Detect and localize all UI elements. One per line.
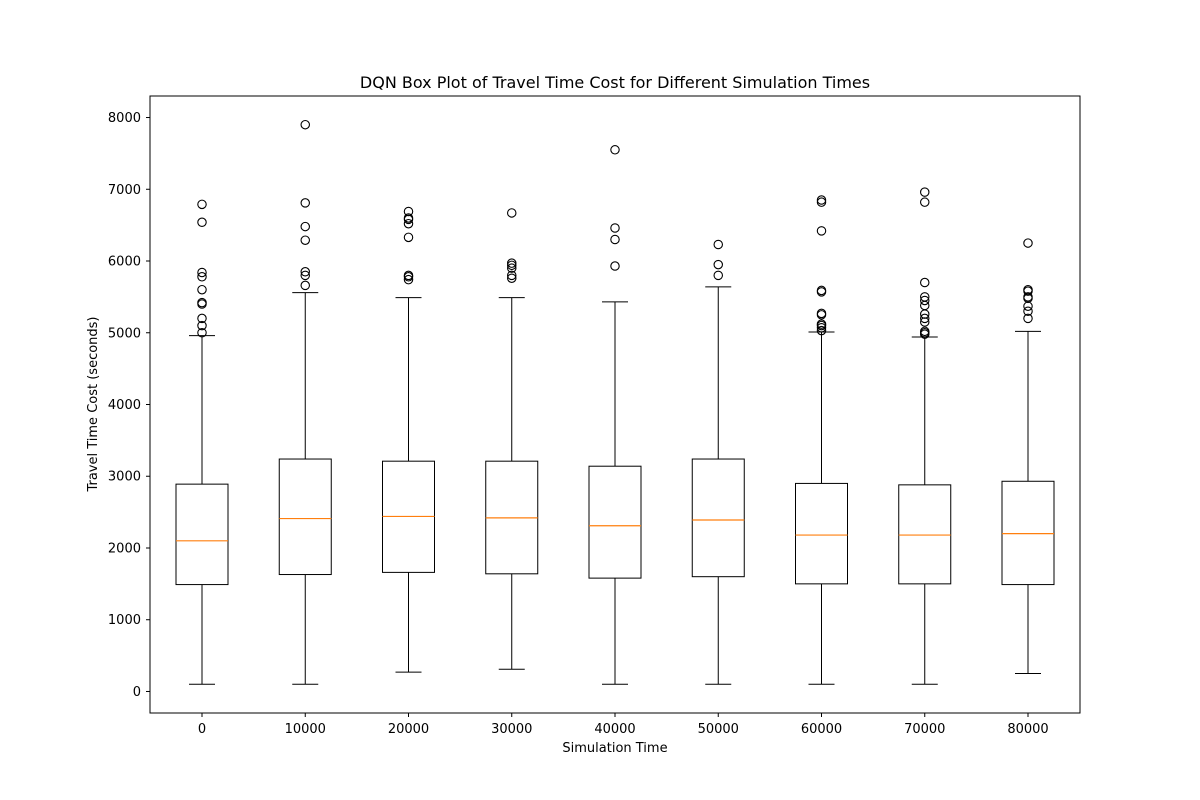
outlier-point: [197, 199, 207, 210]
outlier-point: [1023, 313, 1033, 324]
outlier-point: [300, 221, 310, 232]
outlier-point: [1023, 306, 1033, 316]
outlier-point: [197, 320, 207, 331]
outlier-point: [506, 258, 517, 268]
outlier-point: [403, 218, 414, 229]
y-tick-label: 0: [133, 685, 141, 700]
outlier-point: [919, 295, 930, 306]
outlier-point: [713, 270, 723, 281]
x-tick-label: 60000: [801, 722, 842, 737]
outlier-point: [1023, 238, 1033, 248]
chart-title: DQN Box Plot of Travel Time Cost for Dif…: [360, 73, 870, 92]
x-axis-title: Simulation Time: [562, 741, 667, 756]
iqr-box: [898, 484, 952, 585]
outlier-point: [610, 223, 620, 233]
x-tick-label: 20000: [388, 722, 429, 737]
outlier-point: [300, 235, 310, 245]
outlier-point: [506, 273, 517, 283]
y-axis-title: Travel Time Cost (seconds): [86, 316, 101, 492]
outlier-point: [610, 234, 620, 245]
x-tick-label: 0: [198, 722, 206, 737]
iqr-box: [691, 458, 745, 578]
x-tick-label: 10000: [285, 722, 326, 737]
outlier-point: [197, 313, 207, 324]
y-tick-label: 7000: [108, 183, 141, 198]
y-tick-label: 6000: [108, 255, 141, 270]
y-tick-label: 8000: [108, 111, 141, 126]
outlier-point: [403, 206, 414, 217]
outlier-point: [610, 261, 620, 271]
outlier-point: [919, 187, 930, 197]
y-tick-label: 2000: [108, 541, 141, 556]
iqr-box: [588, 465, 642, 579]
y-tick-label: 3000: [108, 470, 141, 485]
iqr-box: [1001, 480, 1055, 586]
outlier-point: [919, 277, 930, 288]
iqr-box: [278, 458, 332, 576]
x-tick-label: 50000: [698, 722, 739, 737]
outlier-point: [300, 280, 310, 291]
outlier-point: [919, 292, 930, 302]
outlier-point: [197, 284, 207, 295]
iqr-box: [795, 482, 848, 585]
outlier-point: [300, 267, 310, 277]
y-tick-label: 1000: [108, 613, 141, 628]
outlier-point: [1023, 292, 1033, 302]
outlier-point: [300, 270, 310, 281]
outlier-point: [919, 197, 930, 207]
outlier-point: [816, 308, 827, 319]
y-tick-label: 4000: [108, 398, 141, 413]
outlier-point: [816, 195, 827, 205]
outlier-point: [816, 319, 827, 329]
outlier-point: [713, 259, 723, 270]
outlier-point: [919, 313, 930, 324]
x-tick-label: 40000: [594, 722, 635, 737]
outlier-point: [713, 239, 723, 250]
axes-frame: [149, 95, 1081, 714]
outlier-point: [403, 270, 414, 281]
x-tick-label: 70000: [904, 722, 945, 737]
outlier-point: [919, 326, 930, 337]
outlier-point: [197, 217, 207, 228]
outlier-point: [403, 213, 414, 223]
outlier-point: [197, 267, 207, 278]
outlier-point: [300, 198, 310, 208]
outlier-point: [1023, 284, 1033, 295]
x-tick-label: 80000: [1007, 722, 1048, 737]
outlier-point: [403, 232, 414, 243]
outlier-point: [197, 272, 207, 282]
x-tick-label: 30000: [491, 722, 532, 737]
outlier-point: [403, 274, 414, 285]
outlier-point: [506, 263, 517, 273]
outlier-point: [816, 226, 827, 236]
outlier-point: [816, 285, 827, 296]
outlier-point: [506, 270, 517, 281]
y-tick-label: 5000: [108, 326, 141, 341]
outlier-point: [197, 297, 207, 308]
outlier-point: [506, 208, 517, 218]
iqr-box: [175, 483, 229, 586]
outlier-point: [197, 328, 207, 338]
outlier-point: [610, 145, 620, 155]
outlier-point: [300, 119, 310, 130]
outlier-point: [816, 325, 827, 336]
